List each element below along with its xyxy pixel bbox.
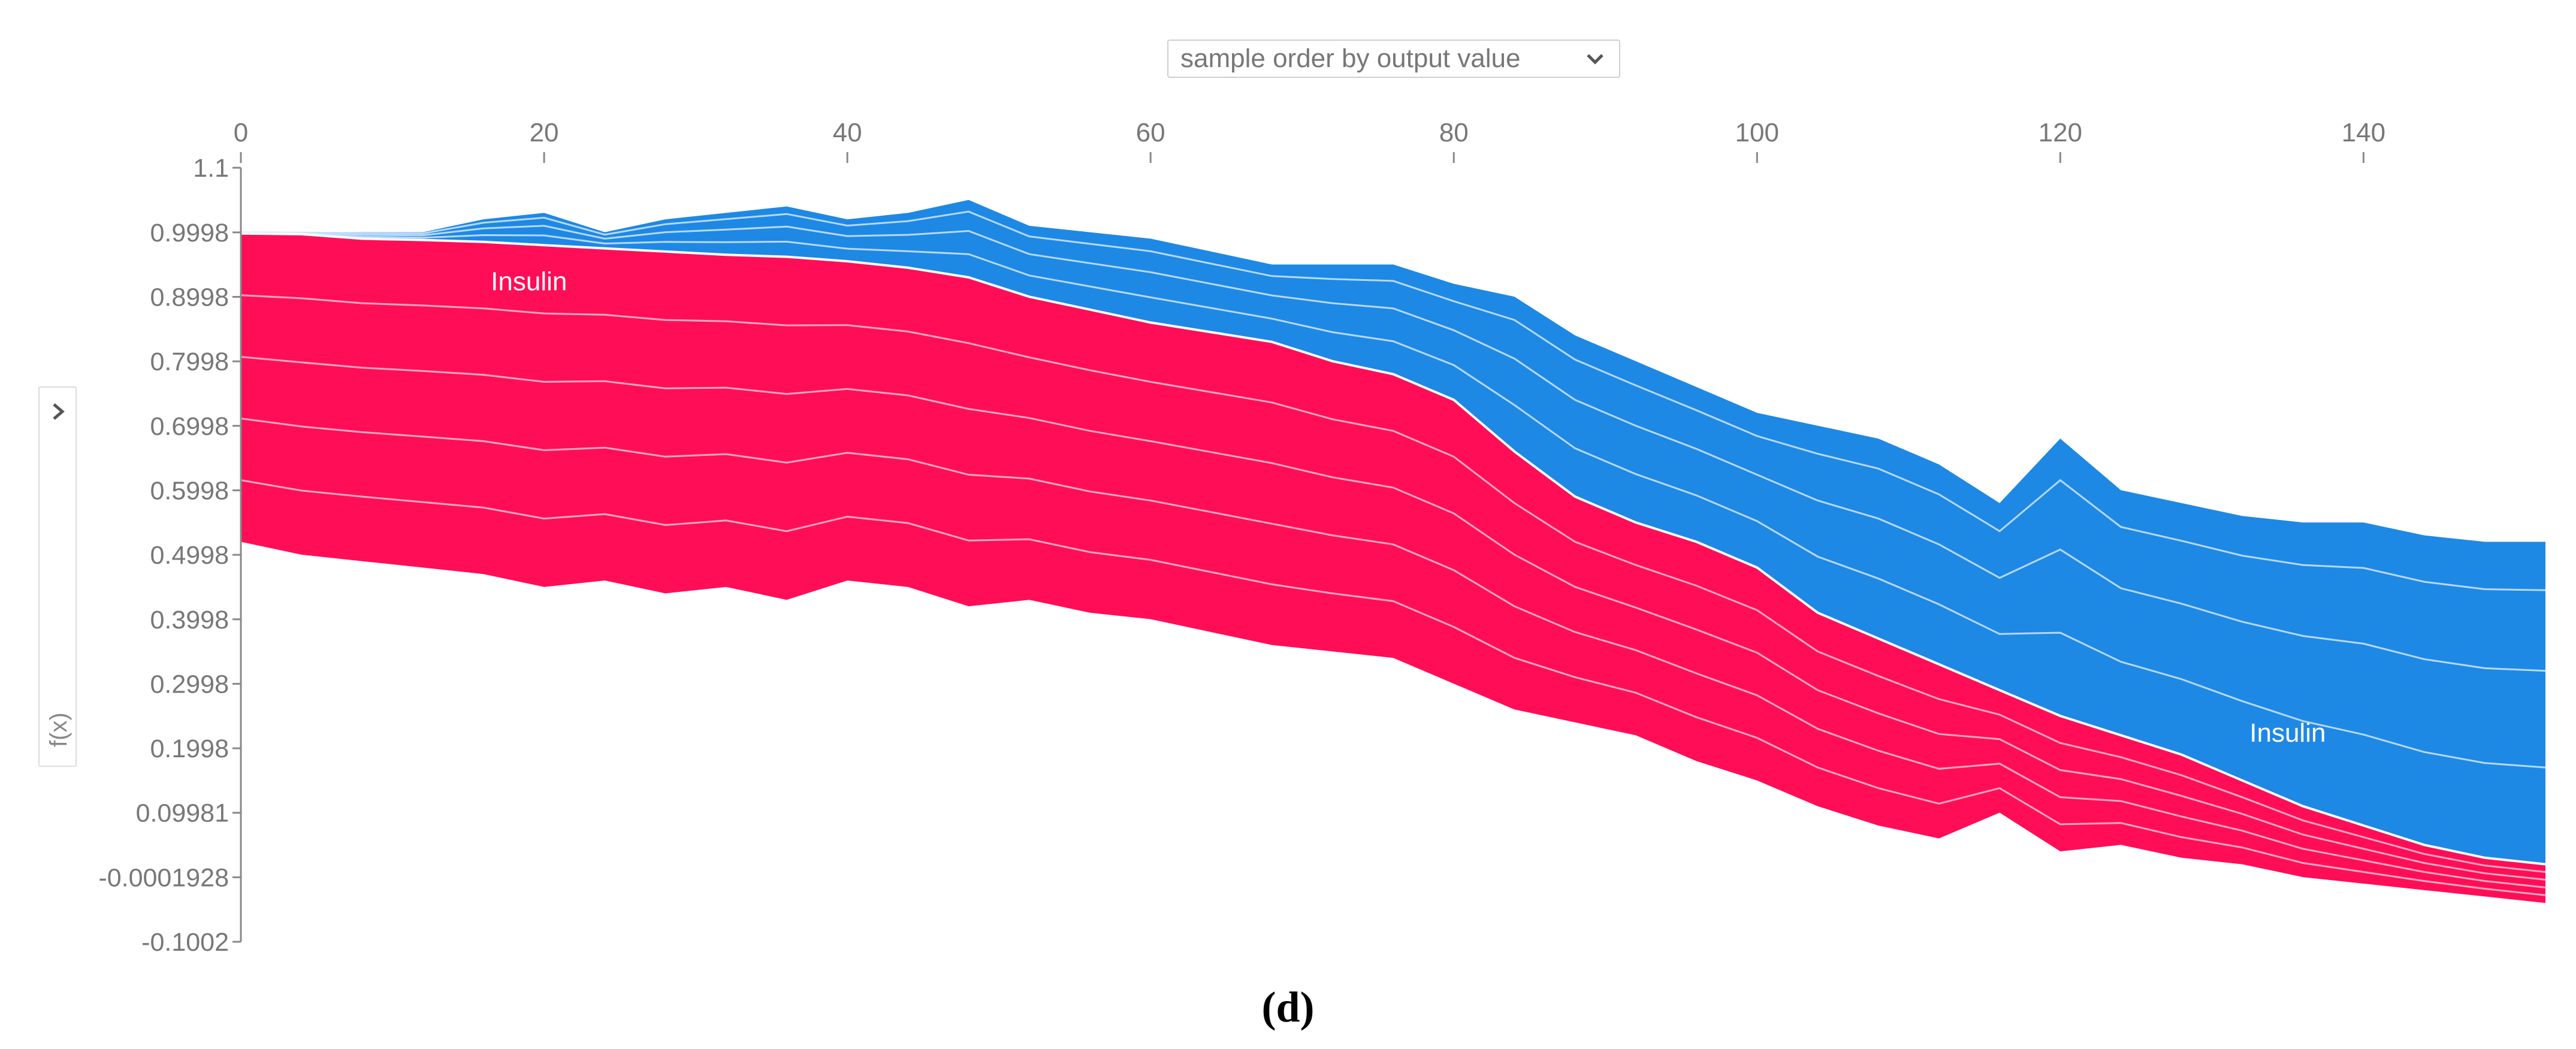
x-tick-label: 0 bbox=[234, 118, 248, 147]
output-value-line bbox=[240, 232, 2546, 866]
positive-contribution-area bbox=[241, 233, 2545, 903]
positive-feature-boundary bbox=[240, 356, 2546, 881]
x-tick-label: 20 bbox=[530, 118, 559, 147]
negative-contribution-area bbox=[241, 199, 2545, 864]
axes: 1.1 0.9998 0.8998 0.7998 0.6998 0.5998 0.4998 0… bbox=[98, 118, 2385, 957]
positive-feature-boundary bbox=[240, 479, 2546, 896]
y-tick-label: -0.0001928 bbox=[98, 863, 229, 892]
figure-caption: (d) bbox=[1261, 983, 1315, 1031]
x-tick-label: 80 bbox=[1439, 118, 1469, 147]
y-tick-label: 0.09981 bbox=[136, 799, 229, 828]
y-axis-title: f(x) bbox=[46, 712, 72, 747]
y-tick-label: 0.3998 bbox=[150, 606, 229, 634]
y-tick-label: 0.8998 bbox=[150, 283, 229, 312]
positive-feature-boundary bbox=[240, 418, 2546, 888]
y-tick-label: 0.4998 bbox=[150, 541, 229, 570]
feature-label-insulin: Insulin bbox=[491, 267, 567, 297]
x-tick-label: 140 bbox=[2342, 118, 2385, 147]
x-tick-label: 100 bbox=[1735, 118, 1779, 147]
y-tick-label: 0.9998 bbox=[150, 219, 229, 247]
y-tick-label: 0.5998 bbox=[150, 476, 229, 505]
x-tick-label: 120 bbox=[2039, 118, 2082, 147]
y-tick-label: 0.2998 bbox=[150, 670, 229, 699]
y-tick-label: -0.1002 bbox=[141, 928, 229, 957]
feature-boundary-lines bbox=[240, 210, 2546, 896]
chevron-down-icon bbox=[1587, 54, 1603, 65]
y-tick-label: 0.1998 bbox=[150, 734, 229, 763]
force-plot-areas bbox=[241, 199, 2545, 903]
positive-feature-boundary bbox=[240, 294, 2546, 873]
y-tick-label: 0.6998 bbox=[150, 412, 229, 441]
x-tick-label: 60 bbox=[1136, 118, 1165, 147]
chevron-right-icon bbox=[53, 403, 65, 420]
sort-order-select-label: sample order by output value bbox=[1180, 44, 1521, 73]
y-tick-label: 1.1 bbox=[193, 154, 229, 183]
negative-feature-boundary bbox=[240, 232, 2546, 769]
y-tick-label: 0.7998 bbox=[150, 347, 229, 376]
y-axis-selector[interactable]: f(x) bbox=[38, 386, 77, 767]
feature-annotations: Insulin Insulin bbox=[491, 267, 2326, 748]
feature-label-insulin: Insulin bbox=[2249, 718, 2326, 748]
sort-order-select[interactable]: sample order by output value bbox=[1167, 40, 1620, 78]
negative-feature-boundary bbox=[240, 225, 2546, 672]
x-tick-label: 40 bbox=[833, 118, 862, 147]
negative-feature-boundary bbox=[240, 210, 2546, 591]
